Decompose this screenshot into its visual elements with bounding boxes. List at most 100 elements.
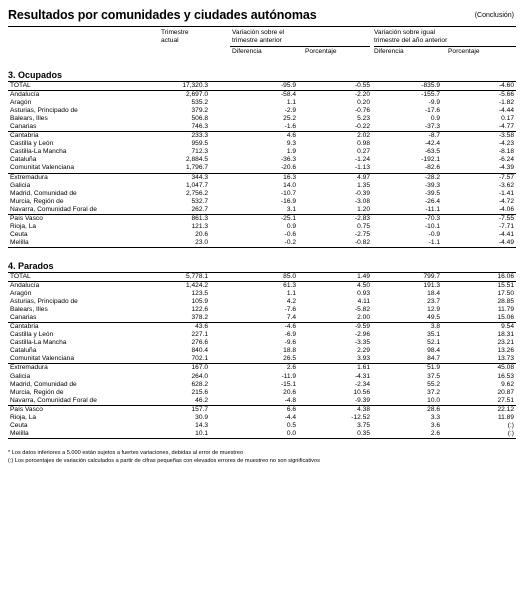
cell-pct-anterior: 2.29 (357, 347, 370, 355)
cell-pct-anterior: 10.56 (353, 388, 370, 396)
cell-pct-anterior: 3.93 (357, 355, 370, 363)
cell-pct-anterior: -2.83 (302, 213, 374, 223)
cell-dif-anterior: -2.9 (284, 107, 296, 115)
cell-dif-anterior: -7.6 (284, 306, 296, 314)
cell-pct-anterior: -1.24 (354, 156, 370, 164)
cell-pct-igual: 16.53 (497, 372, 514, 380)
cell-pct-igual: -7.71 (498, 222, 514, 230)
table-row: Castilla y León 959.5 9.3 0.98 -42.4 -4.23 (8, 140, 516, 148)
table-row: Cantabria 233.3 4.6 2.02 -8.7 -3.58 (8, 131, 516, 141)
cell-dif-igual: 51.9 (374, 363, 446, 373)
table-row: Cataluña 840.4 18.8 2.29 98.4 13.26 (8, 347, 516, 355)
cell-dif-igual: 49.5 (427, 314, 440, 322)
header-var-anterior-2: trimestre anterior (232, 37, 282, 44)
cell-pct-anterior: -0.22 (354, 123, 370, 131)
row-label: Asturias, Principado de (10, 298, 78, 306)
table-row: Aragón 535.2 1.1 0.20 -9.9 -1.82 (8, 99, 516, 107)
cell-pct-anterior: 2.02 (302, 131, 374, 141)
footnotes: * Los datos inferiores a 5.000 están suj… (8, 449, 516, 466)
cell-trimestre-actual: 157.7 (161, 404, 230, 414)
row-label: Extremadura (8, 172, 161, 182)
report-page: Resultados por comunidades y ciudades au… (8, 6, 516, 466)
row-label: Madrid, Comunidad de (10, 380, 77, 388)
cell-pct-anterior: 4.11 (357, 298, 370, 306)
table-row: Andalucía 1,424.2 61.3 4.50 191.3 15.51 (8, 281, 516, 291)
cell-dif-igual: -835.9 (374, 80, 446, 91)
cell-dif-igual: 84.7 (427, 355, 440, 363)
header-diferencia-2: Diferencia (374, 48, 404, 55)
cell-trimestre-actual: 264.0 (191, 372, 208, 380)
cell-dif-igual: 191.3 (374, 281, 446, 291)
table-row: Extremadura 167.0 2.6 1.61 51.9 45.08 (8, 363, 516, 373)
cell-dif-igual: -10.1 (424, 222, 440, 230)
cell-dif-anterior: -10.7 (280, 189, 296, 197)
row-label: Extremadura (8, 363, 161, 373)
cell-dif-igual: -39.3 (424, 181, 440, 189)
cell-pct-igual: -4.72 (498, 197, 514, 205)
row-label: Galicia (10, 372, 31, 380)
cell-pct-igual: 11.79 (497, 306, 514, 314)
cell-dif-igual: -26.4 (424, 197, 440, 205)
table-row: Ceuta 14.3 0.5 3.75 3.6 (:) (8, 422, 516, 430)
cell-dif-anterior: 85.0 (230, 271, 302, 282)
row-label: Castilla-La Mancha (10, 339, 67, 347)
cell-pct-anterior: 0.75 (357, 222, 370, 230)
cell-pct-igual: 11.89 (497, 413, 514, 421)
cell-pct-anterior: 1.35 (357, 181, 370, 189)
cell-dif-igual: 0.9 (430, 115, 440, 123)
table-row: TOTAL 17,320.3 -95.9 -0.55 -835.9 -4.60 (8, 80, 516, 91)
cell-dif-anterior: 61.3 (230, 281, 302, 291)
table-body-parados: TOTAL 5,778.1 85.0 1.49 799.7 16.06 Andalucía 1… (8, 271, 516, 439)
cell-dif-anterior: 1.1 (286, 99, 296, 107)
cell-trimestre-actual: 959.5 (191, 140, 208, 148)
cell-trimestre-actual: 105.9 (191, 298, 208, 306)
cell-pct-anterior: 1.20 (357, 205, 370, 213)
row-label: Castilla y León (10, 140, 54, 148)
cell-dif-anterior: -11.9 (281, 372, 296, 380)
cell-dif-anterior: 4.6 (230, 131, 302, 141)
cell-trimestre-actual: 2,697.0 (161, 90, 230, 100)
cell-pct-igual: 45.08 (446, 363, 516, 373)
cell-pct-igual: -4.44 (498, 107, 514, 115)
cell-dif-anterior: -4.6 (230, 322, 302, 332)
section-title-parados: 4. Parados (8, 260, 54, 271)
table-parados: TOTAL 5,778.1 85.0 1.49 799.7 16.06 Andalucía 1… (8, 271, 516, 439)
cell-dif-anterior: -16.9 (280, 197, 296, 205)
cell-dif-igual: 12.9 (427, 306, 440, 314)
cell-dif-anterior: 18.8 (283, 347, 296, 355)
cell-dif-anterior: -20.6 (280, 164, 296, 172)
cell-trimestre-actual: 262.7 (191, 205, 208, 213)
cell-pct-anterior: -5.82 (354, 306, 370, 314)
cell-trimestre-actual: 30.9 (195, 413, 208, 421)
header-diferencia-1: Diferencia (232, 48, 262, 55)
table-row: Rioja, La 30.9 -4.4 -12.52 3.3 11.89 (8, 414, 516, 422)
cell-dif-anterior: -0.6 (284, 230, 296, 238)
cell-dif-igual: 37.2 (427, 388, 440, 396)
row-label: Melilla (10, 429, 29, 437)
cell-dif-igual: -37.3 (424, 123, 440, 131)
row-label: Comunitat Valenciana (10, 164, 75, 172)
cell-pct-igual: -4.49 (498, 238, 514, 246)
cell-trimestre-actual: 840.4 (191, 347, 208, 355)
cell-dif-anterior: 2.6 (230, 363, 302, 373)
cell-pct-anterior: -0.39 (354, 189, 370, 197)
cell-trimestre-actual: 861.3 (161, 213, 230, 223)
cell-pct-igual: -4.06 (498, 205, 514, 213)
cell-dif-igual: -11.1 (425, 205, 440, 213)
table-row: Asturias, Principado de 379.2 -2.9 -0.76 -17… (8, 107, 516, 115)
cell-trimestre-actual: 227.1 (191, 331, 208, 339)
row-label: Rioja, La (10, 413, 37, 421)
cell-pct-anterior: -3.08 (354, 197, 370, 205)
cell-pct-anterior: 1.49 (302, 271, 374, 282)
cell-pct-igual: 0.17 (501, 115, 514, 123)
cell-pct-igual: 9.54 (446, 322, 516, 332)
table-row: Melilla 10.1 0.0 0.35 2.6 (:) (8, 430, 516, 439)
cell-dif-anterior: -9.6 (284, 339, 296, 347)
cell-pct-igual: -3.58 (446, 131, 516, 141)
cell-pct-igual: 17.50 (497, 290, 514, 298)
cell-pct-igual: 13.73 (497, 355, 514, 363)
cell-dif-anterior: 3.1 (286, 205, 296, 213)
row-label: Cantabria (8, 131, 161, 141)
cell-dif-anterior: 20.6 (283, 388, 296, 396)
cell-pct-igual: -4.41 (498, 230, 514, 238)
